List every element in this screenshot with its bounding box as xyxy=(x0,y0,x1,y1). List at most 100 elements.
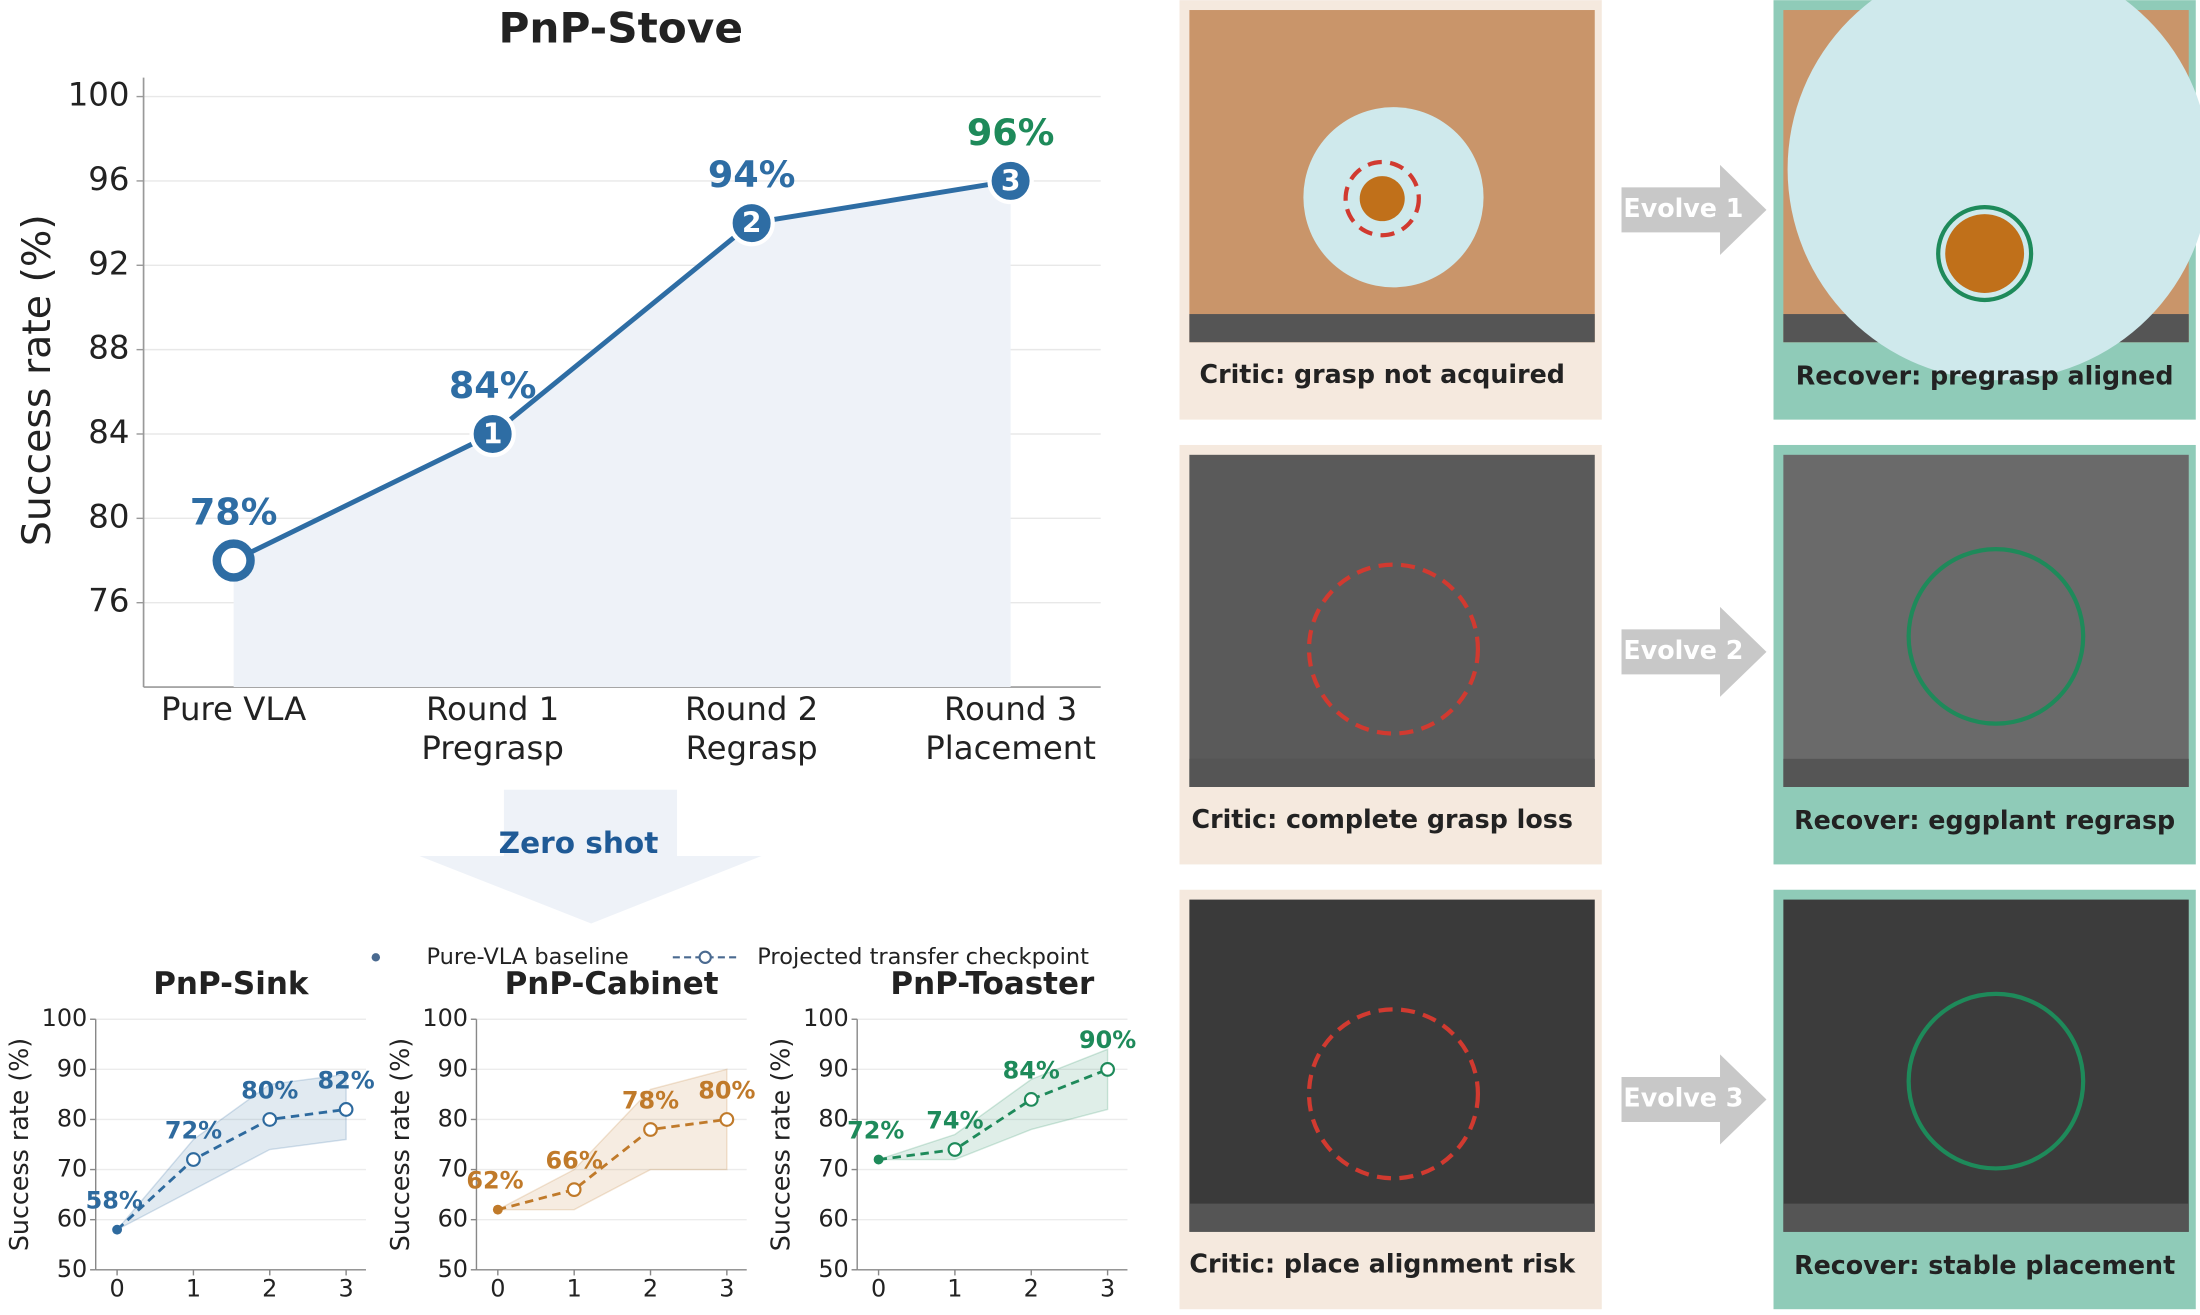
chart-title: PnP-Cabinet xyxy=(505,966,719,1002)
chart-title: PnP-Stove xyxy=(498,4,742,53)
critic-marker xyxy=(1306,1007,1481,1181)
y-tick-label: 84 xyxy=(88,413,129,451)
point xyxy=(728,199,775,247)
point xyxy=(112,1224,123,1235)
value-label: 78% xyxy=(190,491,278,534)
point xyxy=(873,1154,884,1165)
y-axis-label: Success rate (%) xyxy=(14,214,60,546)
y-tick-label: 70 xyxy=(57,1155,87,1183)
point xyxy=(186,1152,201,1167)
band xyxy=(878,1048,1109,1161)
text-line: Round 2 xyxy=(685,690,818,728)
value-label: 90% xyxy=(1079,1026,1136,1054)
critic-marker xyxy=(1306,562,1481,736)
y-tick-label: 90 xyxy=(57,1054,87,1082)
x-tick-label: 3 xyxy=(339,1274,354,1302)
value-label: 58% xyxy=(86,1187,143,1215)
critic-caption: Critic: complete grasp loss xyxy=(1192,804,1573,834)
y-tick-label: 60 xyxy=(57,1205,87,1233)
step-number: 1 xyxy=(483,417,503,450)
point xyxy=(212,539,255,582)
x-tick-label: 0 xyxy=(871,1274,886,1302)
chart-title: PnP-Sink xyxy=(153,966,310,1002)
y-tick-label: 100 xyxy=(422,1004,468,1032)
point xyxy=(469,410,516,458)
evolve-arrow xyxy=(1621,164,1767,255)
y-tick-label: 70 xyxy=(438,1155,468,1183)
point xyxy=(719,1112,735,1127)
chart-title: PnP-Toaster xyxy=(890,966,1095,1002)
critic-marker xyxy=(1343,159,1421,238)
value-label: 96% xyxy=(967,111,1055,154)
text-line: Regrasp xyxy=(686,729,818,767)
x-tick-label: 3 xyxy=(719,1274,734,1302)
value-label: 84% xyxy=(1003,1056,1060,1084)
image-floor xyxy=(1783,758,2189,787)
evolve-arrow xyxy=(1621,606,1767,697)
text-line: Round 3 xyxy=(944,690,1077,728)
x-tick-label: 2 xyxy=(1024,1274,1039,1302)
y-axis-label: Success rate (%) xyxy=(385,1038,415,1251)
area xyxy=(233,180,1011,688)
step-number: 3 xyxy=(1001,164,1021,197)
recover-caption: Recover: stable placement xyxy=(1794,1250,2175,1280)
x-tick-label: 1 xyxy=(567,1274,582,1302)
zero-shot-arrow xyxy=(419,789,762,924)
x-tick-label: 0 xyxy=(490,1274,505,1302)
y-tick-label: 80 xyxy=(438,1104,468,1132)
x-tick-label: Round 2 Regrasp xyxy=(685,690,818,767)
band xyxy=(497,1068,728,1211)
legend-marker xyxy=(698,950,712,964)
point xyxy=(492,1204,503,1215)
image-floor xyxy=(1783,1203,2189,1232)
y-tick-label: 50 xyxy=(438,1255,468,1283)
y-tick-label: 76 xyxy=(88,582,129,620)
recover-marker xyxy=(1906,547,2086,726)
evolve-label: Evolve 1 xyxy=(1623,193,1743,223)
line xyxy=(497,1118,728,1212)
y-tick-label: 88 xyxy=(88,329,129,367)
value-label: 80% xyxy=(241,1076,298,1104)
value-label: 72% xyxy=(165,1116,222,1144)
value-label: 66% xyxy=(546,1146,603,1174)
recover-caption: Recover: pregrasp aligned xyxy=(1796,360,2174,390)
critic-caption: Critic: place alignment risk xyxy=(1189,1249,1576,1279)
point xyxy=(643,1122,658,1137)
y-axis-label: Success rate (%) xyxy=(766,1038,796,1251)
point xyxy=(338,1102,354,1117)
y-tick-label: 90 xyxy=(818,1054,848,1082)
legend-label: Pure-VLA baseline xyxy=(426,944,628,970)
point xyxy=(1023,1092,1039,1107)
recover-marker xyxy=(1936,204,2034,303)
y-tick-label: 100 xyxy=(68,76,130,114)
y-tick-label: 90 xyxy=(438,1054,468,1082)
recover-image xyxy=(1783,899,2189,1232)
x-tick-label: 3 xyxy=(1100,1274,1115,1302)
recover-marker xyxy=(1906,991,2086,1171)
band xyxy=(116,1073,347,1231)
recover-image xyxy=(1783,454,2189,787)
y-tick-label: 60 xyxy=(818,1205,848,1233)
value-label: 72% xyxy=(847,1116,904,1144)
zero-shot-label: Zero shot xyxy=(499,826,659,860)
x-tick-label: 1 xyxy=(186,1274,201,1302)
text-line: Round 1 xyxy=(426,690,559,728)
y-tick-label: 60 xyxy=(438,1205,468,1233)
x-tick-label: 1 xyxy=(947,1274,962,1302)
image-floor xyxy=(1189,314,1595,343)
image-floor xyxy=(1189,1203,1595,1232)
x-tick-label: Pure VLA xyxy=(161,690,306,728)
critic-image xyxy=(1189,454,1595,787)
value-label: 78% xyxy=(622,1086,679,1114)
value-label: 80% xyxy=(698,1076,755,1104)
y-tick-label: 70 xyxy=(818,1155,848,1183)
object xyxy=(1359,176,1405,222)
line xyxy=(232,178,1012,563)
object xyxy=(1945,214,2025,293)
y-axis-label: Success rate (%) xyxy=(4,1038,34,1251)
x-tick-label: Round 3 Placement xyxy=(925,690,1096,767)
step-number: 2 xyxy=(742,207,762,240)
y-tick-label: 96 xyxy=(88,160,129,198)
